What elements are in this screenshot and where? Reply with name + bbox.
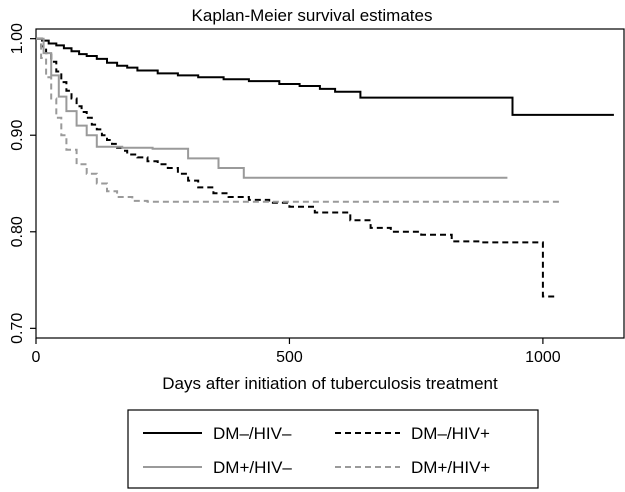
y-tick-label: 0.70	[9, 313, 26, 344]
legend-box	[127, 409, 539, 489]
plot-area-border	[35, 28, 625, 339]
legend: DM–/HIV– DM–/HIV+ DM+/HIV– DM+/HIV+	[127, 409, 539, 489]
legend-label: DM+/HIV–	[213, 458, 292, 477]
y-tick-label: 0.90	[9, 120, 26, 151]
series-lines	[36, 37, 614, 298]
axis-ticks: 0 500 1000 0.70 0.80 0.90 1.00	[9, 23, 561, 366]
legend-label: DM–/HIV+	[411, 424, 490, 443]
plot-frame	[35, 28, 625, 339]
legend-label: DM–/HIV–	[213, 424, 292, 443]
x-tick-label: 500	[276, 349, 303, 366]
x-tick-label: 1000	[525, 349, 561, 366]
y-tick-label: 1.00	[9, 23, 26, 54]
series-line-2	[36, 37, 559, 298]
series-line-3	[36, 37, 508, 179]
chart-title: Kaplan-Meier survival estimates	[192, 6, 433, 25]
x-tick-label: 0	[32, 349, 41, 366]
series-line-4	[36, 37, 561, 203]
legend-label: DM+/HIV+	[411, 458, 490, 477]
series-line-1	[36, 37, 614, 116]
x-axis-label: Days after initiation of tuberculosis tr…	[162, 374, 498, 393]
y-tick-label: 0.80	[9, 216, 26, 247]
